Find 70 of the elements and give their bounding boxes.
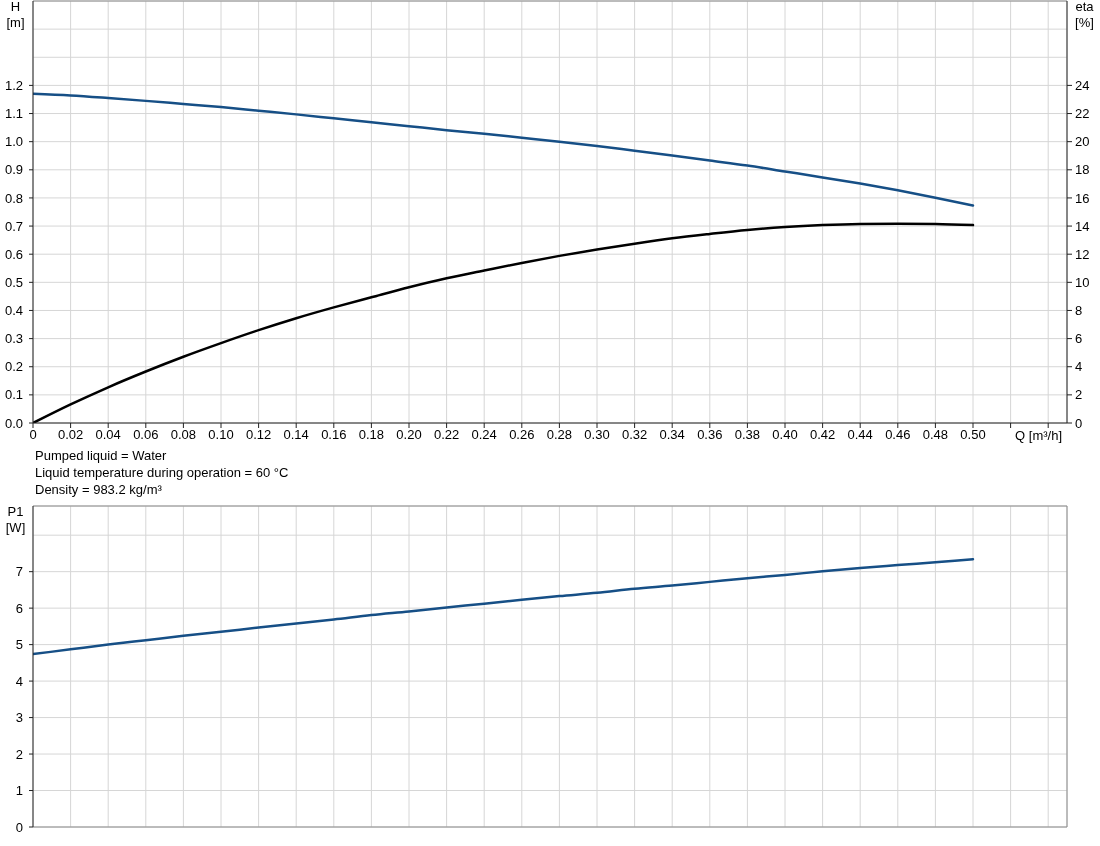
x-tick-label: 0.22 xyxy=(433,427,460,443)
y-tick-label: 0.9 xyxy=(4,162,23,178)
y2-tick-label: 18 xyxy=(1075,162,1090,178)
y-tick-label: 5 xyxy=(15,637,23,653)
y-tick-label: 7 xyxy=(15,564,23,580)
y2-tick-label: 12 xyxy=(1075,246,1090,262)
x-tick-label: 0.08 xyxy=(170,427,197,443)
y-tick-label: 0.7 xyxy=(4,218,23,234)
x-tick-label: 0.10 xyxy=(208,427,234,443)
y2-tick-label: 8 xyxy=(1075,303,1083,319)
x-tick-label: 0.36 xyxy=(697,427,723,443)
x-tick-label: 0.02 xyxy=(57,427,84,443)
y-tick-label: 0.1 xyxy=(4,387,23,403)
y-tick-label: 1.0 xyxy=(4,134,23,150)
text: Liquid temperature during operation = 60 °C xyxy=(35,465,289,480)
x-tick-label: 0.28 xyxy=(546,427,573,443)
text: Density = 983.2 kg/m³ xyxy=(35,482,162,497)
x-tick-label: 0.42 xyxy=(809,427,836,443)
y-tick-label: 2 xyxy=(15,746,23,762)
x-axis-title: Q [m³/h] xyxy=(1015,428,1062,443)
y2-tick-label: 20 xyxy=(1075,134,1090,150)
x-tick-label: 0.04 xyxy=(95,427,121,443)
x-tick-label: 0.48 xyxy=(922,427,949,443)
y2-tick-label: 24 xyxy=(1075,78,1090,94)
y2-tick-label: 14 xyxy=(1075,218,1090,234)
line-series xyxy=(33,558,975,656)
y-tick-label: 0.0 xyxy=(4,415,23,431)
x-tick-label: 0.40 xyxy=(772,427,798,443)
text: Pumped liquid = Water xyxy=(35,448,167,463)
y-tick-label: 6 xyxy=(15,600,23,616)
y-tick-label: 1 xyxy=(15,783,23,799)
y-tick-label: 0.6 xyxy=(4,246,23,262)
y-tick-label: 0 xyxy=(15,819,23,835)
x-tick-label: 0.20 xyxy=(396,427,422,443)
x-tick-label: 0.26 xyxy=(509,427,535,443)
x-tick-label: 0 xyxy=(29,427,37,443)
y2-tick-label: 10 xyxy=(1075,274,1090,290)
x-tick-label: 0.46 xyxy=(885,427,911,443)
x-tick-label: 0.06 xyxy=(133,427,159,443)
y-tick-label: 3 xyxy=(15,710,23,726)
x-tick-label: 0.38 xyxy=(734,427,761,443)
y-axis-title: P1 [W] xyxy=(5,504,26,535)
line-series xyxy=(33,222,975,423)
y-tick-label: 1.2 xyxy=(4,78,23,94)
y2-tick-label: 2 xyxy=(1075,387,1083,403)
x-tick-label: 0.12 xyxy=(245,427,272,443)
y-tick-label: 0.2 xyxy=(4,359,23,375)
line-series xyxy=(33,92,975,207)
y-tick-label: 0.8 xyxy=(4,190,23,206)
x-tick-label: 0.32 xyxy=(621,427,648,443)
x-tick-label: 0.44 xyxy=(847,427,873,443)
y2-tick-label: 6 xyxy=(1075,331,1083,347)
x-tick-label: 0.34 xyxy=(659,427,685,443)
x-tick-label: 0.16 xyxy=(321,427,347,443)
y-axis-title: H [m] xyxy=(6,0,25,30)
y-tick-label: 1.1 xyxy=(4,106,23,122)
x-tick-label: 0.24 xyxy=(471,427,497,443)
y2-tick-label: 4 xyxy=(1075,359,1083,375)
y2-tick-label: 22 xyxy=(1075,106,1090,122)
y-tick-label: 4 xyxy=(15,673,23,689)
y-tick-label: 0.5 xyxy=(4,274,23,290)
x-tick-label: 0.30 xyxy=(584,427,610,443)
y-tick-label: 0.3 xyxy=(4,331,23,347)
y2-tick-label: 16 xyxy=(1075,190,1090,206)
y2-axis-title: eta [%] xyxy=(1075,0,1094,30)
x-tick-label: 0.14 xyxy=(283,427,309,443)
x-tick-label: 0.18 xyxy=(358,427,385,443)
y-tick-label: 0.4 xyxy=(4,303,23,319)
x-tick-label: 0.50 xyxy=(960,427,986,443)
y2-tick-label: 0 xyxy=(1075,415,1083,431)
